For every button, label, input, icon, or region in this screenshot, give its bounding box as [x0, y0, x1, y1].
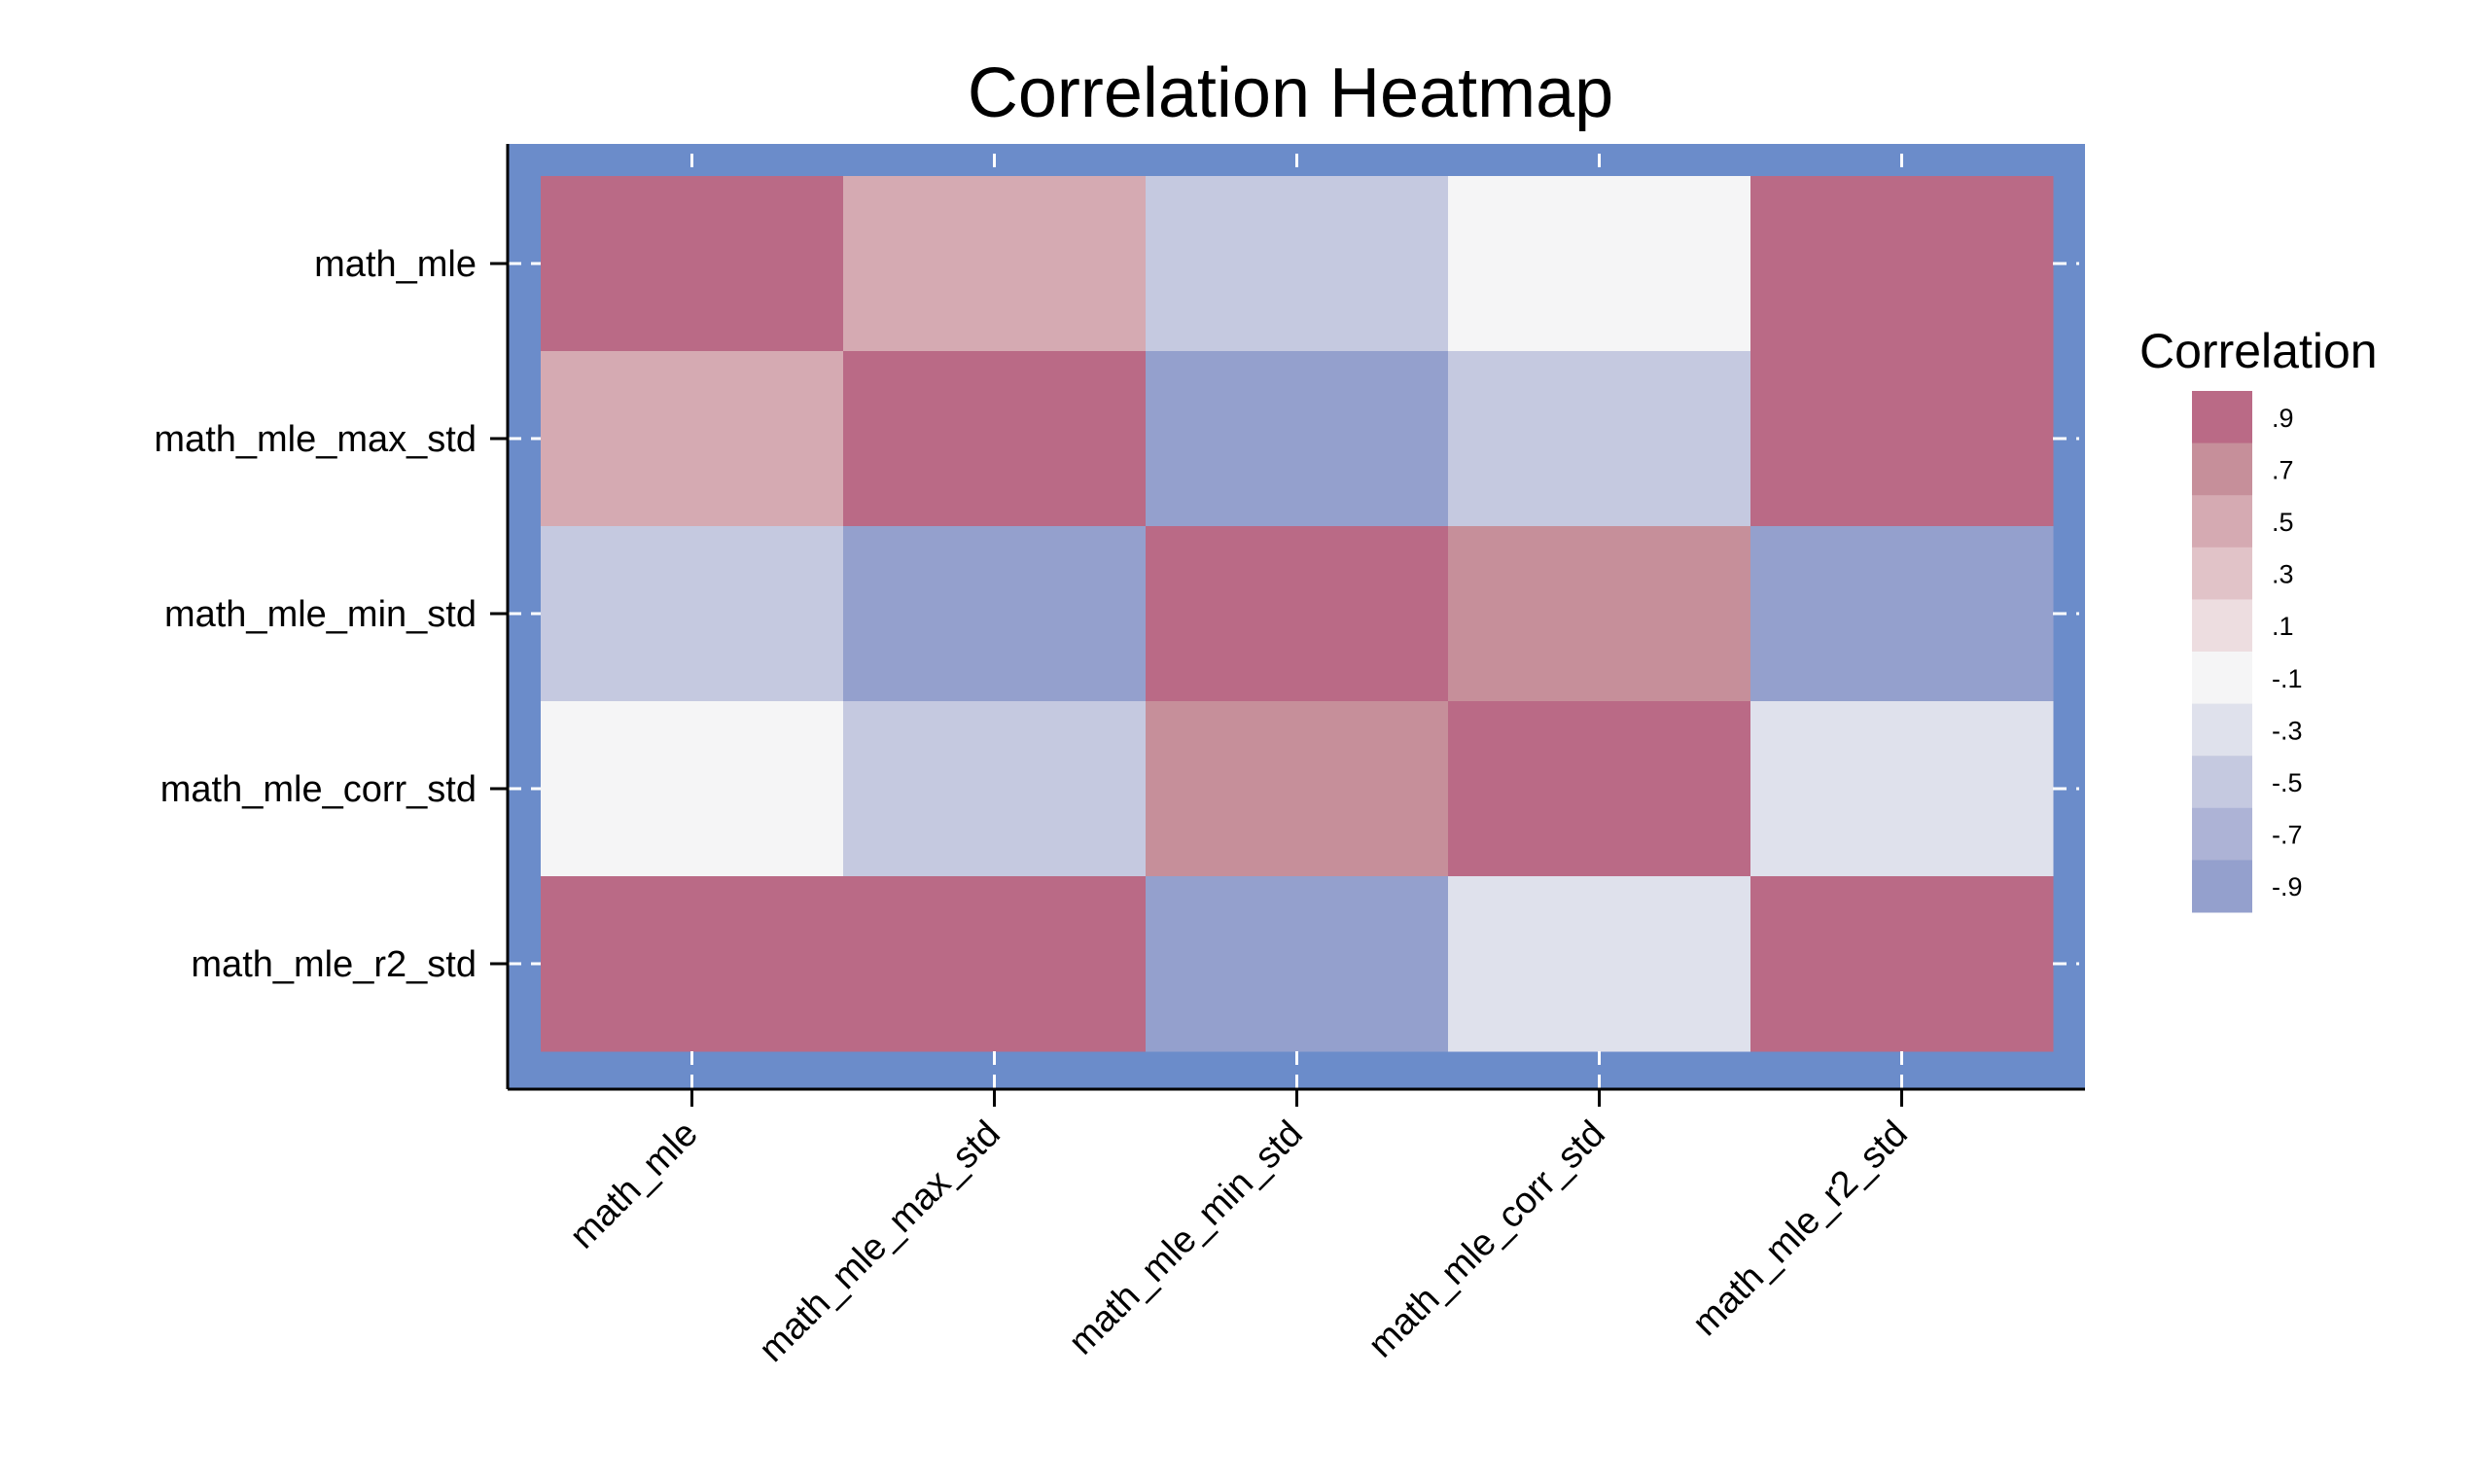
legend: .9 .7 .5 .3 .1 -.1 -.3 -.5 -.7 -.9 [2192, 391, 2303, 913]
axis-lines [506, 144, 2085, 1091]
heatmap-cell [1146, 876, 1449, 1052]
heatmap-cells [541, 176, 2054, 1052]
heatmap-cell [1448, 351, 1751, 527]
legend-swatch [2192, 703, 2252, 757]
y-tick-label: math_mle [314, 244, 477, 285]
heatmap-cell [843, 351, 1147, 527]
heatmap-cell [1750, 176, 2054, 352]
y-tick-label: math_mle_min_std [164, 594, 477, 635]
heatmap-cell [1750, 351, 2054, 527]
legend-swatch [2192, 495, 2252, 548]
heatmap-cell [1448, 526, 1751, 702]
legend-label: .5 [2272, 508, 2294, 537]
heatmap-cell [1448, 876, 1751, 1052]
legend-swatch [2192, 547, 2252, 600]
heatmap-cell [1146, 526, 1449, 702]
heatmap-cell [1448, 701, 1751, 877]
x-tick-label: math_mle [562, 1113, 706, 1257]
y-tick-label: math_mle_corr_std [160, 769, 477, 810]
legend-title: Correlation [2139, 324, 2378, 378]
heatmap-cell [1146, 701, 1449, 877]
heatmap-cell [843, 176, 1147, 352]
heatmap-cell [541, 701, 844, 877]
x-tick-label: math_mle_r2_std [1685, 1113, 1916, 1344]
x-tick-label: math_mle_max_std [752, 1113, 1008, 1370]
legend-label: -.9 [2272, 872, 2303, 901]
heatmap-cell [843, 876, 1147, 1052]
heatmap-cell [843, 701, 1147, 877]
legend-label: -.3 [2272, 716, 2303, 745]
legend-swatch [2192, 652, 2252, 705]
x-axis-tick-labels: math_mle math_mle_max_std math_mle_min_std… [562, 1113, 1916, 1370]
heatmap-cell [1750, 701, 2054, 877]
legend-label: -.7 [2272, 821, 2303, 850]
x-tick-label: math_mle_corr_std [1361, 1113, 1613, 1366]
legend-label: .3 [2272, 560, 2294, 589]
heatmap-cell [1146, 176, 1449, 352]
legend-label: -.5 [2272, 768, 2303, 797]
heatmap-cell [843, 526, 1147, 702]
legend-label: .1 [2272, 612, 2294, 641]
axis-ticks [490, 154, 2079, 1107]
legend-swatch [2192, 391, 2252, 444]
y-tick-label: math_mle_max_std [154, 419, 477, 460]
heatmap-cell [1750, 876, 2054, 1052]
x-tick-label: math_mle_min_std [1061, 1113, 1311, 1363]
heatmap-cell [1750, 526, 2054, 702]
heatmap-cell [541, 876, 844, 1052]
y-tick-label: math_mle_r2_std [191, 944, 477, 985]
y-axis-tick-labels: math_mle math_mle_max_std math_mle_min_std… [154, 244, 477, 985]
legend-label: .7 [2272, 455, 2294, 484]
legend-swatch [2192, 442, 2252, 496]
chart-title: Correlation Heatmap [968, 54, 1613, 132]
heatmap-cell [541, 526, 844, 702]
legend-label: .9 [2272, 404, 2294, 433]
legend-swatch [2192, 860, 2252, 913]
heatmap-cell [541, 351, 844, 527]
legend-swatch [2192, 599, 2252, 653]
heatmap-cell [541, 176, 844, 352]
heatmap-cell [1448, 176, 1751, 352]
legend-swatch [2192, 807, 2252, 861]
heatmap-cell [1146, 351, 1449, 527]
legend-label: -.1 [2272, 664, 2303, 693]
legend-swatch [2192, 756, 2252, 809]
